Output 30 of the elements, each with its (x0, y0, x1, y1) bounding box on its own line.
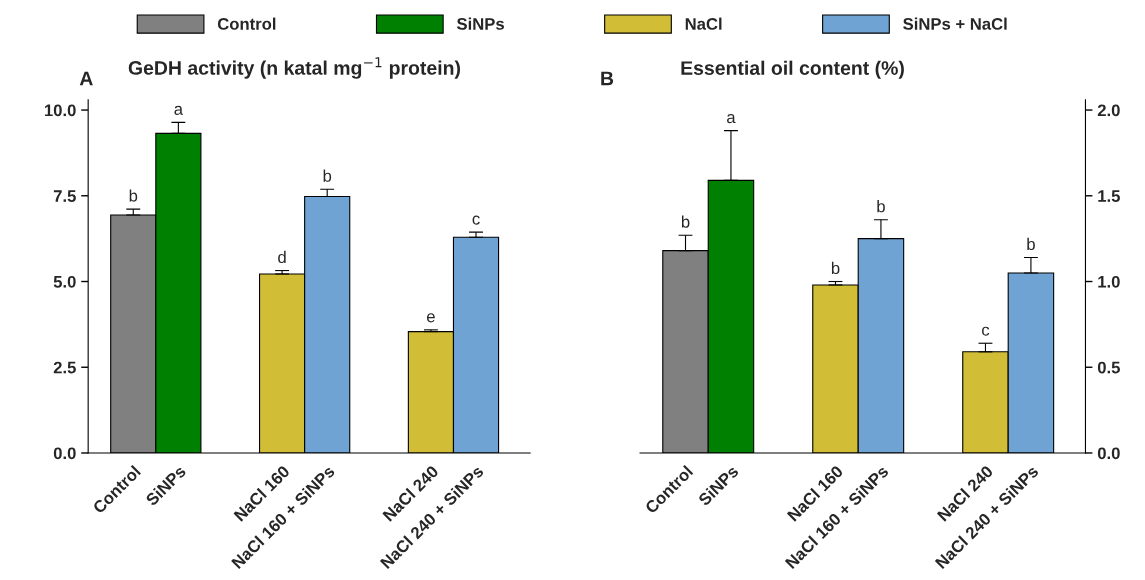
legend-label: Control (217, 17, 276, 30)
annotation: b (831, 261, 840, 275)
annotation: a (727, 114, 736, 124)
annotation: b (1027, 237, 1035, 251)
legend-label: SiNPs + NaCl (903, 17, 1007, 30)
text: B (601, 71, 614, 86)
annotation: c (472, 215, 480, 225)
chart-title: Essential oil content (%) (681, 60, 904, 79)
y-tick-label: 1.5 (1098, 190, 1120, 202)
y-tick-label: 5.0 (53, 275, 76, 288)
y-tick-label: 0.0 (1097, 447, 1120, 460)
y-tick-label: 10.0 (44, 104, 76, 117)
annotation: a (174, 105, 183, 115)
y-tick-label: 2.5 (53, 361, 76, 374)
legend-label: NaCl (685, 17, 722, 30)
annotation: b (129, 189, 138, 202)
annotation: b (323, 169, 332, 182)
y-tick-label: 0.0 (53, 447, 76, 460)
y-tick-label: 2.0 (1097, 104, 1120, 117)
y-tick-label: 7.5 (53, 190, 76, 202)
text: A (79, 71, 93, 86)
legend-label: SiNPs (456, 17, 504, 30)
annotation: b (877, 200, 885, 213)
annotation: c (982, 326, 990, 336)
y-tick-label: 1.0 (1098, 275, 1120, 288)
chart-title: GeDH activity (n katal mg$^{−1}$ protein) (128, 57, 461, 79)
y-tick-label: 0.5 (1097, 361, 1120, 374)
annotation: b (681, 215, 690, 228)
annotation: d (278, 250, 286, 264)
annotation: e (426, 313, 435, 323)
